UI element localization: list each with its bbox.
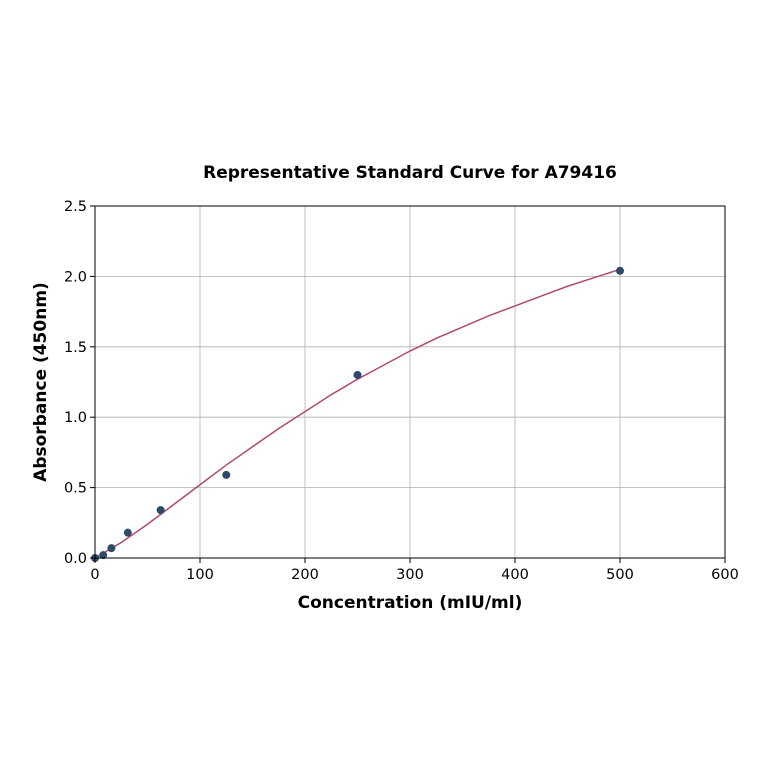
data-point (107, 544, 116, 553)
x-tick-label: 400 (501, 567, 529, 583)
x-axis-label: Concentration (mIU/ml) (298, 593, 523, 613)
fit-curve-layer (94, 268, 621, 559)
x-tick-label: 0 (90, 567, 99, 583)
data-point (222, 470, 231, 479)
y-axis-ticks: 0.0 0.5 1.0 1.5 2.0 2.5 (64, 199, 95, 567)
y-tick-label: 0.5 (64, 481, 87, 497)
data-points (91, 266, 624, 562)
x-axis-ticks: 0 100 200 300 400 500 600 (90, 558, 739, 583)
x-tick-label: 500 (606, 567, 634, 583)
x-tick-label: 600 (711, 567, 739, 583)
chart-title: Representative Standard Curve for A79416 (203, 163, 617, 183)
data-point (156, 506, 165, 515)
y-tick-label: 2.0 (64, 269, 87, 285)
data-point (123, 528, 132, 537)
data-point (616, 266, 624, 275)
y-tick-label: 1.5 (64, 340, 87, 356)
x-tick-label: 300 (396, 567, 424, 583)
fit-curve-line (94, 268, 621, 559)
x-tick-label: 100 (186, 567, 214, 583)
y-tick-label: 0.0 (64, 551, 87, 567)
y-tick-label: 2.5 (64, 199, 87, 215)
y-tick-label: 1.0 (64, 410, 87, 426)
data-point (353, 370, 362, 379)
x-tick-label: 200 (291, 567, 319, 583)
grid (94, 205, 726, 559)
y-axis-label: Absorbance (450nm) (31, 282, 51, 482)
data-point (99, 551, 108, 560)
